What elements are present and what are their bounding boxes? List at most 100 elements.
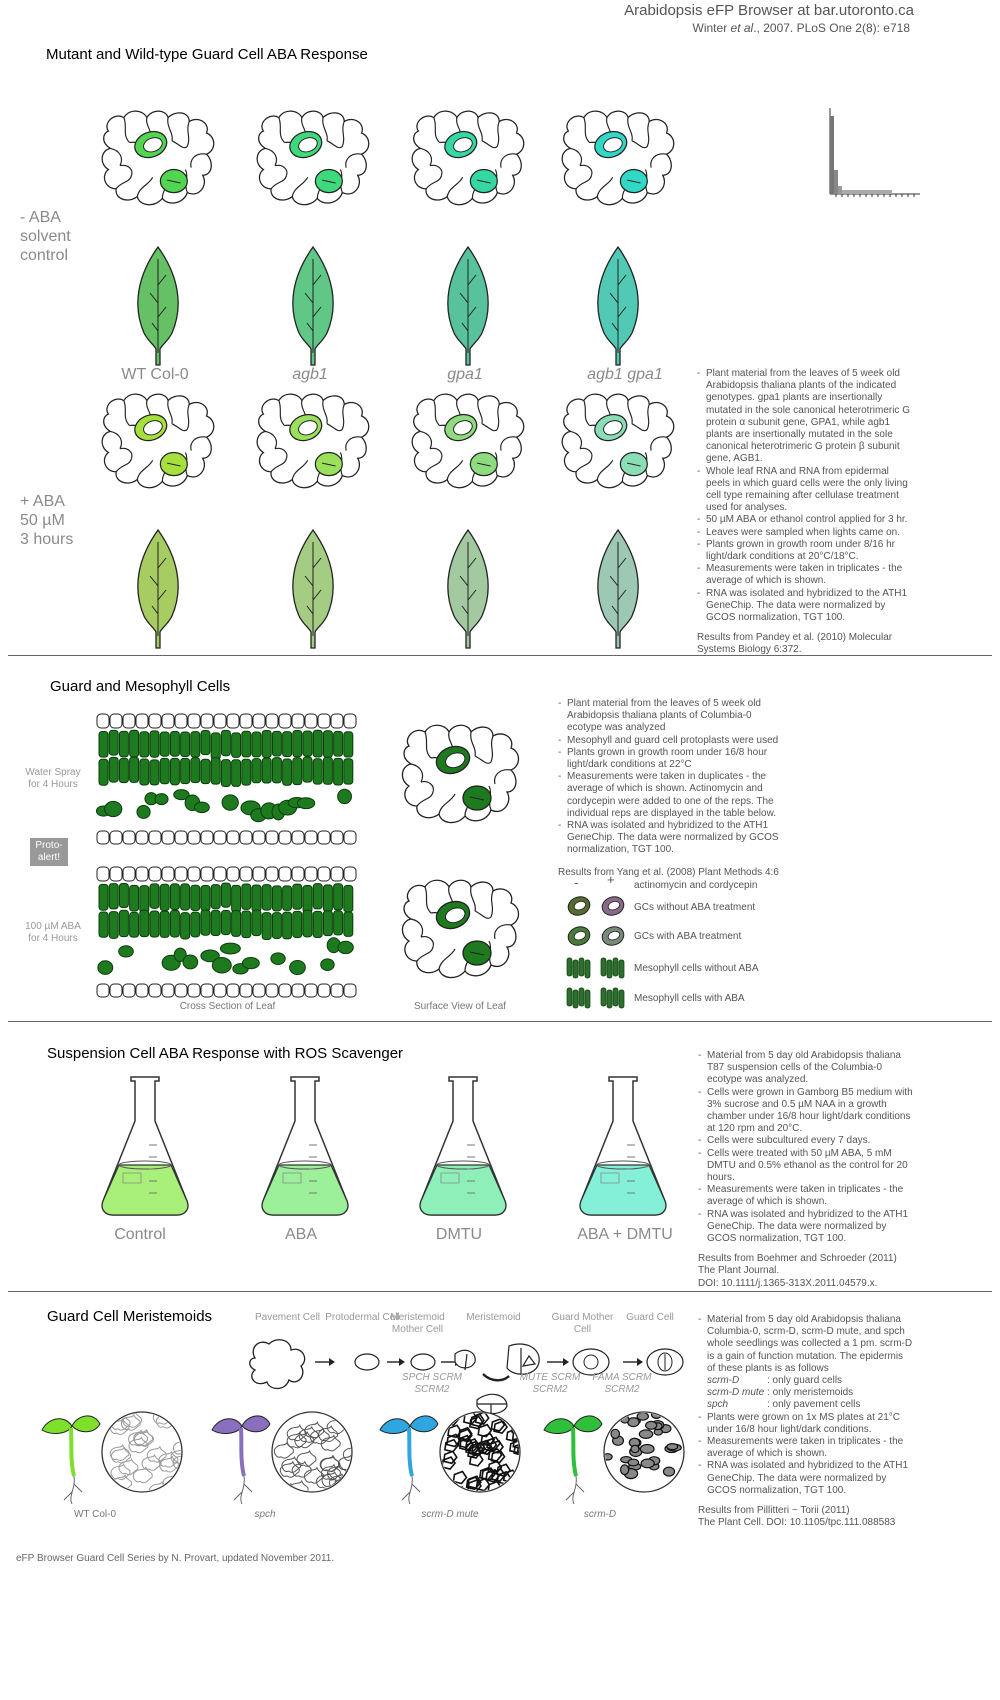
caption-cross-section: Cross Section of Leaf — [145, 1001, 310, 1012]
epidermis-diagram — [555, 385, 680, 497]
spongy-cell — [183, 955, 198, 969]
lower-epidermal-cell — [344, 831, 356, 844]
legend-row-label: GCs with ABA treatment — [634, 931, 741, 943]
upper-epidermal-cell — [162, 714, 174, 728]
note-item: Leaves were sampled when lights came on. — [706, 527, 910, 539]
spongy-cell — [194, 802, 209, 812]
palisade-cell — [334, 911, 343, 935]
epidermis-outline — [562, 394, 674, 488]
palisade-cell — [344, 759, 353, 784]
leaf-diagram — [438, 528, 498, 652]
legend-row-label: GCs without ABA treatment — [634, 902, 755, 914]
epidermis-outline — [257, 394, 369, 488]
upper-epidermal-cell — [123, 714, 135, 728]
arrow-head — [399, 1358, 405, 1366]
palisade-cell — [313, 759, 322, 784]
stage-label-guard-cell: Guard Cell — [615, 1312, 685, 1324]
sec1-notes: Plant material from the leaves of 5 week… — [697, 368, 910, 657]
legend-mesophyll-icon — [613, 988, 618, 1006]
lower-epidermal-cell — [175, 831, 187, 844]
palisade-cell — [99, 912, 108, 937]
palisade-cell — [211, 758, 220, 784]
palisade-cell — [181, 758, 190, 783]
spongy-cell — [297, 798, 314, 809]
palisade-cell — [293, 730, 302, 756]
palisade-cell — [232, 760, 241, 787]
sec4-result: Results from Pillitteri ~ Torii (2011) Th… — [698, 1505, 913, 1529]
flask-icon — [255, 1073, 355, 1218]
palisade-cell — [140, 910, 149, 936]
flask-label-control: Control — [90, 1226, 190, 1244]
sec2-result: Results from Yang et al. (2008) Plant Me… — [558, 867, 783, 879]
legend-mesophyll-icon — [567, 958, 572, 976]
palisade-cell — [99, 731, 108, 757]
palisade-cell — [150, 731, 159, 757]
lower-epidermal-cell — [136, 984, 148, 997]
palisade-cell — [211, 885, 220, 909]
gene-label-spch: SPCH SCRM SCRM2 — [392, 1372, 472, 1396]
water-spray-label: Water Spray for 4 Hours — [18, 767, 88, 791]
legend-guard-icon — [600, 924, 627, 948]
palisade-cell — [119, 758, 128, 782]
proto-alert-button[interactable]: Proto-alert! — [30, 838, 68, 866]
palisade-cell — [150, 884, 159, 908]
flask-label-dmtu: DMTU — [409, 1226, 509, 1244]
palisade-cell — [242, 759, 251, 785]
spongy-cell — [222, 795, 238, 810]
palisade-cell — [242, 911, 251, 938]
palisade-cell — [140, 732, 149, 757]
hypocotyl — [71, 1428, 74, 1476]
sec2-notes: Plant material from the leaves of 5 week… — [558, 698, 783, 879]
citation: Winter et al., 2007. PLoS One 2(8): e718 — [693, 21, 910, 35]
epidermis-diagram — [95, 385, 220, 497]
palisade-cell — [232, 911, 241, 937]
epidermis-diagram — [250, 102, 375, 214]
upper-epidermal-cell — [279, 714, 291, 728]
lower-epidermal-cell — [136, 831, 148, 844]
epidermis-outline — [402, 725, 518, 822]
palisade-cell — [323, 757, 332, 784]
palisade-cell — [252, 732, 261, 757]
upper-epidermal-cell — [175, 714, 187, 728]
palisade-cell — [160, 732, 169, 756]
lower-epidermal-cell — [214, 831, 226, 844]
upper-epidermal-cell — [266, 714, 278, 728]
spongy-cell — [119, 946, 134, 957]
lower-epidermal-cell — [188, 984, 200, 997]
spongy-cell — [137, 805, 150, 818]
palisade-cell — [262, 731, 271, 758]
epidermis-outline — [412, 394, 524, 488]
guard-cell-closed — [315, 170, 342, 193]
cotyledon-right — [242, 1416, 270, 1432]
palisade-cell — [160, 884, 169, 910]
lower-epidermal-cell — [110, 984, 122, 997]
root — [64, 1476, 82, 1504]
seedling-diagram — [376, 1404, 526, 1506]
root — [402, 1476, 420, 1504]
spongy-cell — [212, 958, 231, 973]
palisade-cell — [130, 757, 139, 782]
legend-mesophyll-icon — [585, 960, 590, 978]
palisade-cell — [242, 884, 251, 909]
leaf-surface-aba — [395, 873, 535, 988]
caption-surface-view: Surface View of Leaf — [395, 1001, 525, 1012]
note-item: Cells were subcultured every 7 days. — [707, 1135, 913, 1147]
upper-epidermal-cell — [331, 714, 343, 728]
legend-mesophyll-icon — [601, 958, 606, 976]
upper-epidermal-cell — [318, 867, 330, 881]
guard-cell-closed — [620, 453, 647, 476]
palisade-cell — [191, 912, 200, 937]
lower-epidermal-cell — [123, 831, 135, 844]
upper-epidermal-cell — [344, 867, 356, 881]
guard-cell-closed — [470, 170, 497, 193]
flask-icon — [413, 1073, 513, 1218]
lower-epidermal-cell — [123, 984, 135, 997]
palisade-cell — [160, 911, 169, 937]
cotyledon-left — [380, 1419, 410, 1434]
guard-cell-closed — [315, 453, 342, 476]
palisade-cell — [211, 910, 220, 935]
upper-epidermal-cell — [123, 867, 135, 881]
gene-label-mute: MUTE SCRM SCRM2 — [510, 1372, 590, 1396]
palisade-cell — [170, 910, 179, 937]
sec1-result: Results from Pandey et al. (2010) Molecu… — [697, 632, 910, 656]
